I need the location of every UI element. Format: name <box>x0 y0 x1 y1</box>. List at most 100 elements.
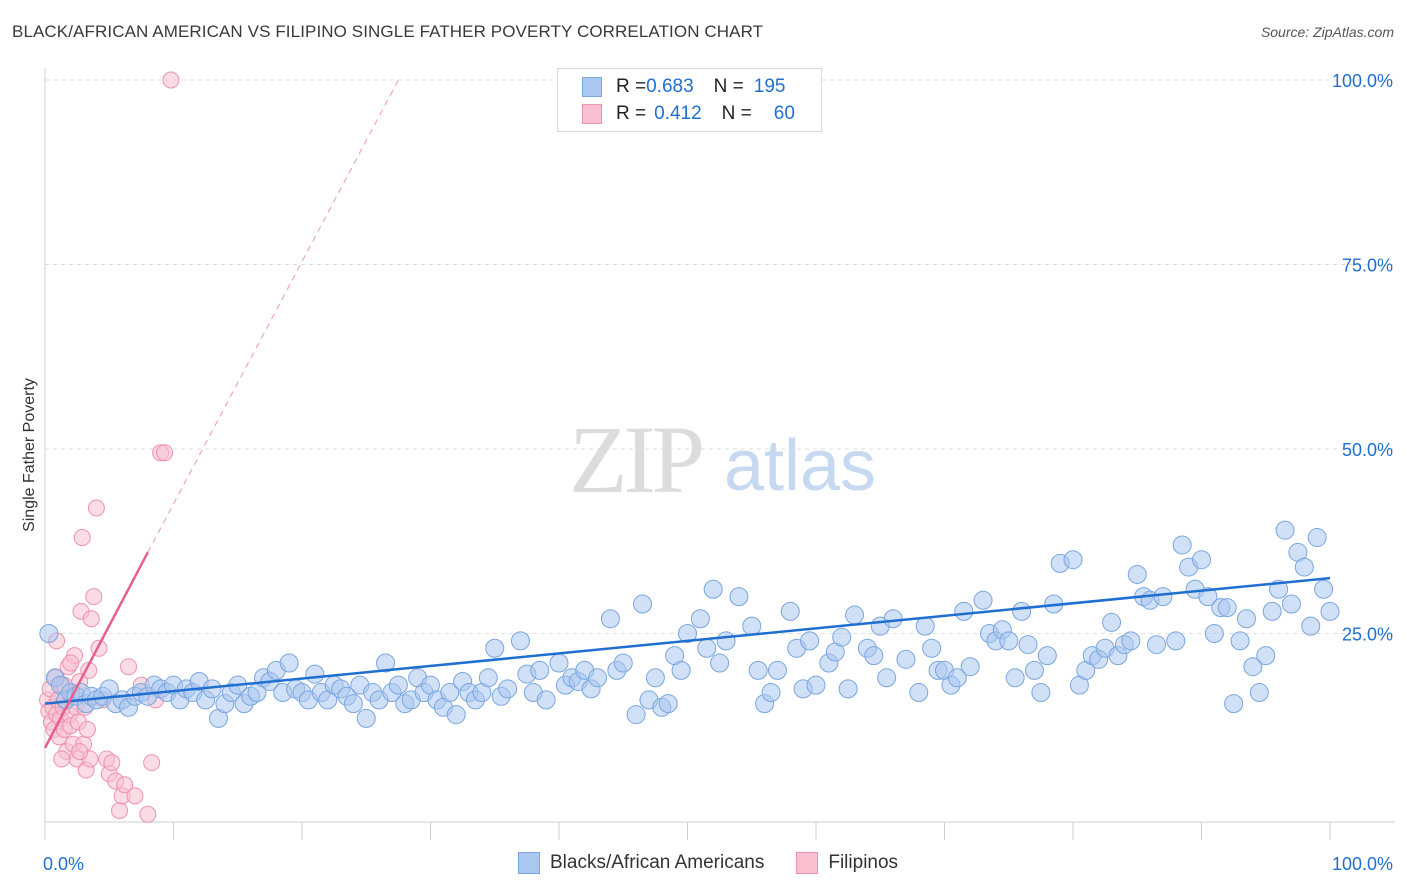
black-point <box>877 668 897 688</box>
black-point <box>356 708 376 728</box>
legend-r-value: 0.683 <box>646 76 694 97</box>
black-point <box>343 694 363 714</box>
legend-swatch-blue <box>582 77 602 97</box>
bottom-legend-blacks: Blacks/African Americans <box>518 852 764 874</box>
black-point <box>767 660 787 680</box>
x-tick-label: 100.0% <box>1332 854 1393 874</box>
watermark-zip: ZIP <box>569 406 702 513</box>
black-point <box>999 631 1019 651</box>
y-axis-label: Single Father Poverty <box>21 378 38 532</box>
black-point <box>626 705 646 725</box>
black-point <box>1307 528 1327 548</box>
filipino-point <box>85 588 103 606</box>
black-point <box>832 627 852 647</box>
blacks-trend-line <box>44 576 1331 705</box>
filipino-point <box>87 499 105 517</box>
black-point <box>1262 601 1282 621</box>
black-point <box>510 631 530 651</box>
black-point <box>1172 535 1192 555</box>
filipino-point <box>143 754 161 772</box>
black-point <box>279 653 299 673</box>
black-point <box>864 646 884 666</box>
black-point <box>697 638 717 658</box>
filipino-point <box>120 658 138 676</box>
black-point <box>388 675 408 695</box>
filipino-point <box>78 720 96 738</box>
black-point <box>600 609 620 629</box>
black-point <box>613 653 633 673</box>
black-point <box>478 668 498 688</box>
black-point <box>1281 594 1301 614</box>
filipino-point <box>73 529 91 547</box>
trend-lines <box>43 79 1331 749</box>
x-tick-label: 0.0% <box>43 854 84 874</box>
black-point <box>915 616 935 636</box>
legend: R = 0.683 N = 195 R = 0.412 N = 60 <box>557 68 822 132</box>
black-point <box>896 649 916 669</box>
black-point <box>1243 657 1263 677</box>
black-point <box>1063 550 1083 570</box>
tick-labels: 25.0% 50.0% 75.0% 100.0% 0.0% 100.0% <box>43 71 1393 874</box>
black-point <box>1012 601 1032 621</box>
black-point <box>39 624 59 643</box>
black-point <box>800 631 820 651</box>
filipino-point <box>103 754 121 772</box>
black-point <box>440 683 460 703</box>
bottom-legend-filipinos: Filipinos <box>796 852 898 874</box>
filipinos-trend-line <box>43 551 149 749</box>
black-point <box>1024 660 1044 680</box>
y-tick-label: 50.0% <box>1342 440 1393 460</box>
black-point <box>1037 646 1057 666</box>
black-point <box>761 683 781 703</box>
legend-r-value: 0.412 <box>654 103 702 124</box>
black-point <box>530 660 550 680</box>
black-point <box>633 594 653 614</box>
black-point <box>1249 683 1269 703</box>
black-point <box>780 601 800 621</box>
black-point <box>909 683 929 703</box>
black-point <box>748 660 768 680</box>
black-point <box>716 631 736 651</box>
legend-n-value: 195 <box>753 76 786 97</box>
filipino-point <box>139 805 157 823</box>
watermark: ZIP atlas <box>569 406 876 513</box>
black-point <box>960 657 980 677</box>
black-point <box>446 705 466 725</box>
black-point <box>1102 612 1122 632</box>
bottom-legend-swatch-blue <box>518 852 540 874</box>
black-point <box>1192 550 1211 570</box>
black-point <box>645 668 665 688</box>
black-point <box>1153 587 1173 607</box>
black-point <box>703 579 723 599</box>
black-point <box>549 653 569 673</box>
legend-r-label: R = <box>616 76 647 97</box>
black-point <box>1121 631 1141 651</box>
legend-swatch-pink <box>582 104 602 124</box>
filipino-point <box>116 776 134 794</box>
chart-title: BLACK/AFRICAN AMERICAN VS FILIPINO SINGL… <box>12 22 764 41</box>
watermark-atlas: atlas <box>724 426 876 506</box>
black-point <box>678 624 697 643</box>
legend-row-blacks: R = 0.683 N = 195 <box>582 76 785 98</box>
black-point <box>1147 635 1167 655</box>
filipino-point <box>156 444 174 462</box>
legend-r-label: R = <box>616 103 647 124</box>
filipinos-points <box>39 71 180 823</box>
black-point <box>1166 631 1186 651</box>
blacks-points <box>39 520 1340 728</box>
black-point <box>1127 564 1147 584</box>
black-point <box>922 638 942 658</box>
black-point <box>690 609 710 629</box>
black-point <box>671 660 691 680</box>
black-point <box>1005 668 1025 688</box>
legend-n-value: 60 <box>773 103 795 124</box>
y-tick-label: 25.0% <box>1342 625 1393 645</box>
black-point <box>806 675 826 695</box>
bottom-legend: Blacks/African Americans Filipinos <box>518 852 930 874</box>
filipino-point <box>82 610 100 628</box>
black-point <box>838 679 858 699</box>
black-point <box>1198 587 1218 607</box>
black-point <box>1217 598 1237 618</box>
black-point <box>729 587 749 607</box>
